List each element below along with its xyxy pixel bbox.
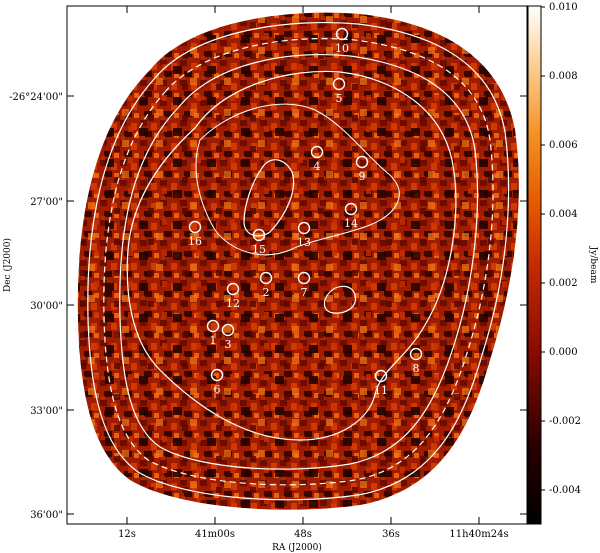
colorbar-tick-label: -0.004: [549, 485, 581, 496]
contour-lines: [87, 22, 510, 501]
source-marker: [252, 228, 266, 242]
source-label: 1: [210, 334, 217, 347]
colorbar-ticks: [541, 6, 545, 491]
y-axis-label: Dec (J2000): [2, 238, 13, 292]
y-tick-label: 27'00": [30, 197, 63, 208]
source-marker: [221, 323, 235, 337]
y-tick-label: -26°24'00": [9, 92, 63, 103]
colorbar-tick-label: 0.006: [549, 140, 578, 151]
source-label: 6: [214, 383, 221, 396]
source-label: 9: [359, 170, 366, 183]
colorbar-label: Jy/beam: [588, 246, 598, 284]
source-label: 7: [301, 286, 308, 299]
source-label: 2: [263, 286, 270, 299]
source-label: 10: [335, 42, 349, 55]
source-marker: [226, 282, 240, 296]
source-marker: [259, 271, 273, 285]
image-map: [77, 12, 519, 510]
source-marker: [210, 368, 224, 382]
source-label: 15: [252, 243, 266, 256]
x-tick-label: 48s: [294, 529, 312, 540]
source-marker: [374, 369, 388, 383]
y-tick-label: 33'00": [30, 406, 63, 417]
source-marker: [355, 155, 369, 169]
source-label: 13: [297, 236, 311, 249]
source-label: 12: [226, 297, 240, 310]
colorbar: [527, 5, 542, 525]
source-label: 8: [413, 362, 420, 375]
x-axis-label: RA (J2000): [272, 542, 322, 553]
source-marker: [409, 347, 423, 361]
colorbar-tick-label: 0.002: [549, 278, 578, 289]
source-label: 3: [225, 338, 232, 351]
x-tick-label: 36s: [382, 529, 400, 540]
source-label: 5: [336, 92, 343, 105]
colorbar-tick-label: 0.008: [549, 71, 578, 82]
source-label: 14: [344, 217, 358, 230]
plot-frame: [66, 5, 528, 525]
x-tick-label: 41m00s: [195, 529, 235, 540]
source-label: 4: [314, 160, 321, 173]
x-tick-label: 12s: [118, 529, 136, 540]
y-tick-label: 36'00": [30, 510, 63, 521]
source-marker: [332, 77, 346, 91]
source-marker: [335, 27, 349, 41]
colorbar-tick-label: -0.002: [549, 416, 581, 427]
source-marker: [206, 319, 220, 333]
source-marker: [188, 220, 202, 234]
colorbar-tick-label: 0.000: [549, 347, 578, 358]
colorbar-tick-label: 0.010: [549, 2, 578, 13]
source-marker: [310, 145, 324, 159]
source-marker: [297, 271, 311, 285]
source-marker: [297, 221, 311, 235]
x-tick-label: 11h40m24s: [449, 529, 508, 540]
y-tick-label: 30'00": [30, 301, 63, 312]
axis-ticks: [67, 6, 527, 524]
colorbar-tick-label: 0.004: [549, 209, 578, 220]
source-label: 11: [374, 384, 388, 397]
source-marker: [344, 202, 358, 216]
source-label: 16: [188, 235, 202, 248]
